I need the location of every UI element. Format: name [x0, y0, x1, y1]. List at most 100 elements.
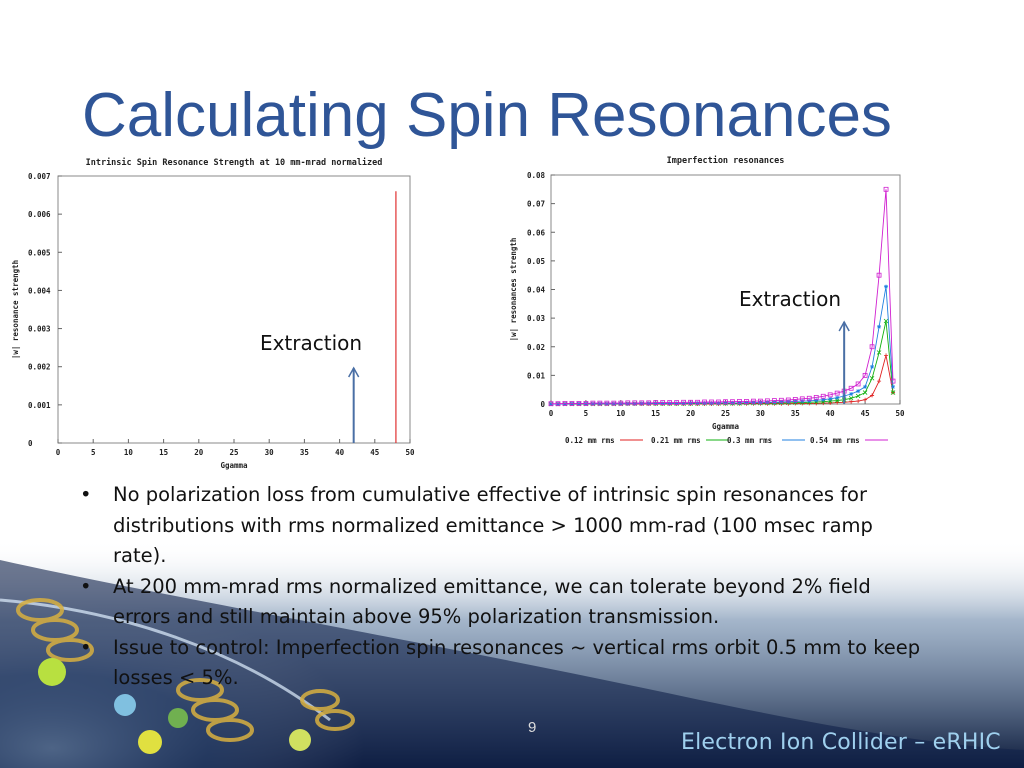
data-point — [716, 399, 721, 405]
data-point — [590, 401, 595, 406]
data-point — [876, 272, 882, 278]
y-tick-label: 0.08 — [527, 171, 546, 180]
x-tick-label: 5 — [584, 409, 589, 418]
y-tick-label: 0.03 — [527, 314, 546, 323]
data-point — [604, 400, 610, 406]
data-point — [751, 400, 756, 405]
data-point — [548, 401, 554, 407]
bullet-text: Issue to control: Imperfection spin reso… — [113, 635, 921, 690]
data-point — [862, 390, 868, 395]
chart-title: Intrinsic Spin Resonance Strength at 10 … — [86, 157, 383, 168]
y-tick-label: 0.004 — [28, 286, 51, 295]
data-point — [883, 318, 889, 324]
data-point — [723, 399, 728, 405]
x-tick-label: 30 — [756, 409, 766, 418]
bullet-dot-icon: • — [80, 574, 92, 598]
data-point — [674, 400, 680, 405]
y-tick-label: 0.01 — [527, 371, 546, 380]
x-axis-label: Ggamma — [712, 422, 740, 431]
series-line — [551, 189, 894, 405]
data-point — [611, 400, 617, 406]
data-point — [835, 400, 840, 405]
y-tick-label: 0.06 — [527, 228, 546, 237]
data-point — [877, 379, 882, 384]
x-tick-label: 5 — [91, 448, 96, 457]
y-tick-label: 0.001 — [28, 401, 51, 410]
data-point — [597, 400, 603, 406]
annotation-label: Extraction — [739, 287, 841, 311]
extraction-arrowhead-icon — [348, 366, 360, 378]
legend-label: 0.3 mm rms — [727, 436, 772, 445]
data-point — [849, 391, 854, 396]
data-point — [625, 401, 630, 406]
data-point — [855, 381, 861, 387]
x-tick-label: 20 — [686, 409, 696, 418]
data-point — [646, 401, 651, 406]
data-point — [639, 401, 644, 406]
y-tick-label: 0 — [28, 439, 33, 448]
data-point — [681, 399, 687, 405]
y-tick-label: 0.07 — [527, 200, 545, 209]
data-point — [792, 397, 798, 402]
extraction-arrowhead-icon — [838, 320, 850, 332]
data-point — [674, 401, 679, 406]
data-point — [834, 390, 840, 396]
y-tick-label: 0.05 — [527, 257, 545, 266]
data-point — [807, 398, 812, 403]
data-point — [820, 393, 826, 399]
y-axis-label: |w| resonances strength — [509, 238, 519, 342]
data-point — [604, 401, 609, 406]
data-point — [884, 353, 889, 358]
data-point — [799, 396, 805, 402]
y-tick-label: 0 — [540, 400, 545, 409]
y-tick-label: 0.02 — [527, 343, 545, 352]
data-point — [688, 401, 693, 406]
plot-frame — [550, 174, 901, 405]
data-point — [562, 402, 567, 406]
data-point — [827, 392, 833, 398]
data-point — [688, 399, 694, 405]
data-point — [849, 399, 854, 404]
x-tick-label: 25 — [229, 448, 238, 457]
data-point — [555, 401, 561, 407]
data-point — [806, 395, 812, 401]
data-point — [863, 397, 868, 402]
data-point — [569, 401, 575, 406]
x-tick-label: 50 — [405, 448, 415, 457]
page-number: 9 — [528, 719, 537, 736]
data-point — [562, 401, 568, 406]
data-point — [863, 384, 868, 389]
intrinsic-resonance-chart: Intrinsic Spin Resonance Strength at 10 … — [11, 157, 415, 470]
data-point — [583, 401, 589, 406]
x-axis-label: Ggamma — [220, 461, 248, 470]
data-point — [764, 398, 770, 404]
data-point — [625, 400, 631, 406]
x-tick-label: 25 — [721, 409, 730, 418]
data-point — [862, 372, 868, 378]
bullet-dot-icon: • — [80, 635, 92, 659]
data-point — [618, 401, 623, 406]
x-tick-label: 15 — [651, 409, 660, 418]
data-point — [891, 384, 896, 389]
x-tick-label: 0 — [549, 409, 554, 418]
data-point — [723, 400, 728, 405]
x-tick-label: 0 — [56, 448, 61, 457]
slide-title: Calculating Spin Resonances — [82, 81, 892, 150]
data-point — [632, 400, 638, 406]
data-point — [667, 400, 673, 405]
x-tick-label: 45 — [861, 409, 870, 418]
data-point — [870, 364, 875, 369]
data-point — [611, 401, 616, 406]
data-point — [778, 397, 784, 403]
x-tick-label: 30 — [265, 448, 275, 457]
data-point — [884, 284, 889, 289]
data-point — [890, 378, 896, 384]
plot-frame — [57, 175, 411, 444]
data-point — [632, 401, 637, 406]
data-point — [820, 399, 826, 404]
data-point — [869, 375, 875, 381]
data-point — [576, 401, 582, 406]
bullet-list: • No polarization loss from cumulative ef… — [80, 480, 930, 694]
